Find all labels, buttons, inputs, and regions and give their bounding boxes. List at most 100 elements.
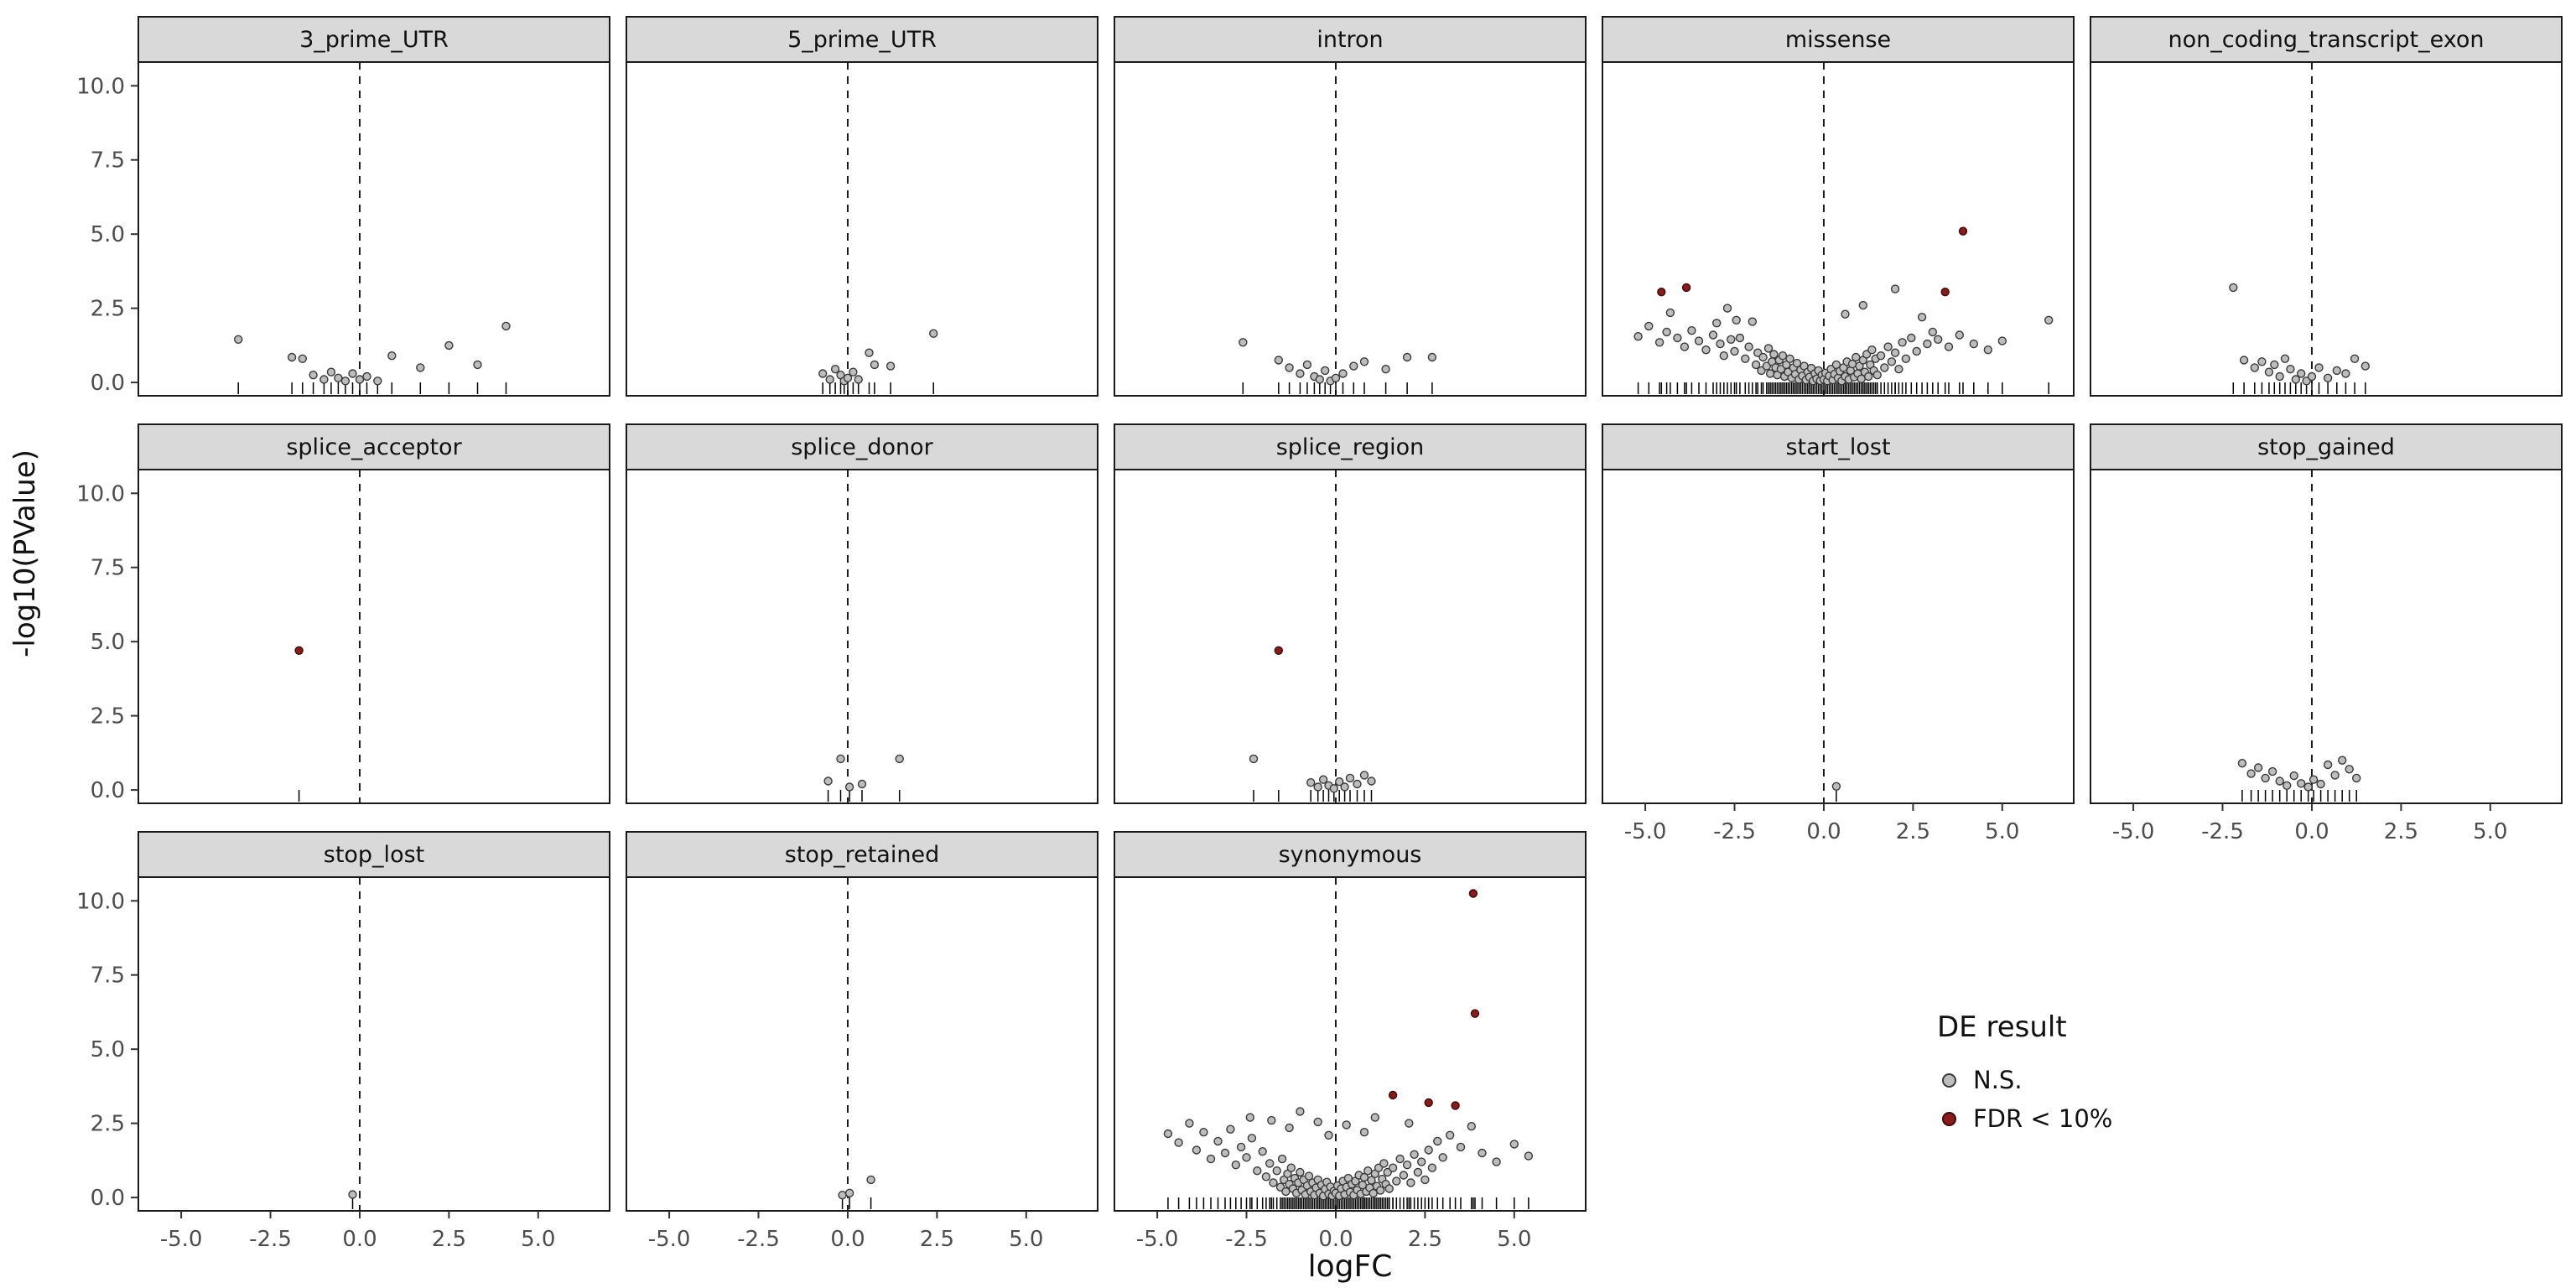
point-ns: [373, 377, 382, 386]
point-ns: [1997, 336, 2007, 345]
point-ns: [1416, 1157, 1426, 1166]
point-ns: [2261, 773, 2270, 783]
point-ns: [1883, 342, 1893, 351]
point-ns: [1719, 351, 1729, 361]
legend-title: DE result: [1937, 1010, 2067, 1044]
point-ns: [1272, 1166, 1281, 1176]
point-ns: [870, 360, 880, 370]
point-ns: [1213, 1136, 1223, 1146]
point-ns: [1261, 1172, 1271, 1182]
point-ns: [1701, 345, 1711, 355]
point-ns: [309, 371, 318, 380]
point-ns: [1302, 360, 1312, 370]
point-ns: [2296, 779, 2306, 788]
y-tick-label: 5.0: [91, 222, 125, 247]
point-ns: [2246, 769, 2256, 778]
point-ns: [1467, 1121, 1477, 1131]
facet-panel: [2090, 61, 2563, 397]
point-ns: [1841, 309, 1850, 319]
point-ns: [838, 1190, 847, 1200]
y-tick-label: 10.0: [76, 74, 125, 99]
point-sig: [1274, 646, 1284, 655]
point-ns: [1633, 332, 1643, 341]
point-ns: [1867, 345, 1877, 355]
facet-panel: [626, 469, 1098, 804]
point-ns: [1478, 1148, 1487, 1158]
point-ns: [1711, 319, 1722, 328]
point-ns: [1379, 1159, 1389, 1168]
point-ns: [823, 776, 833, 786]
point-ns: [287, 352, 297, 362]
point-ns: [1318, 775, 1328, 784]
point-ns: [1242, 1153, 1251, 1162]
facet-title: non_coding_transcript_exon: [2168, 27, 2485, 53]
point-ns: [2316, 779, 2325, 789]
point-ns: [1353, 779, 1362, 789]
point-ns: [1912, 346, 1921, 356]
point-ns: [1898, 338, 1907, 347]
point-ns: [1296, 1167, 1305, 1177]
point-sig: [1657, 288, 1666, 297]
facet-strip: [1114, 16, 1587, 63]
point-ns: [1370, 1113, 1380, 1122]
point-ns: [1831, 360, 1841, 370]
point-ns: [2350, 354, 2360, 363]
point-sig: [1388, 1090, 1398, 1100]
point-sig: [1681, 283, 1691, 293]
facet-strip: [138, 831, 610, 878]
point-ns: [1245, 1113, 1255, 1122]
point-ns: [1427, 1163, 1437, 1172]
point-sig: [294, 646, 304, 655]
point-ns: [2044, 315, 2054, 325]
point-ns: [2341, 369, 2350, 378]
facet-title: synonymous: [1279, 842, 1422, 868]
facet-title: splice_acceptor: [286, 434, 462, 460]
x-tick-label: -2.5: [1713, 819, 1756, 844]
point-ns: [1324, 1130, 1333, 1140]
point-ns: [319, 375, 329, 384]
facet-strip: [626, 831, 1098, 878]
point-ns: [1751, 360, 1761, 370]
x-tick-label: -5.0: [648, 1227, 691, 1252]
point-ns: [1313, 782, 1322, 792]
x-tick-label: 2.5: [2384, 819, 2418, 844]
point-ns: [818, 369, 828, 378]
facet-strip: [1114, 831, 1587, 878]
point-ns: [1778, 351, 1788, 361]
point-ns: [1174, 1138, 1183, 1147]
y-tick-label: 10.0: [76, 889, 125, 914]
x-tick-label: -5.0: [1624, 819, 1667, 844]
point-ns: [2257, 357, 2267, 366]
point-ns: [1267, 1115, 1276, 1125]
point-ns: [1392, 1176, 1401, 1186]
point-ns: [1306, 778, 1316, 787]
point-ns: [1955, 330, 1965, 340]
facet-title: 3_prime_UTR: [299, 27, 449, 53]
point-ns: [1185, 1119, 1194, 1128]
point-ns: [1381, 365, 1390, 374]
point-ns: [298, 354, 307, 363]
x-tick-label: -2.5: [1225, 1227, 1268, 1252]
point-ns: [1331, 373, 1341, 382]
point-ns: [2309, 775, 2319, 784]
ns-point-icon: [1942, 1072, 1956, 1088]
x-tick-label: -2.5: [737, 1227, 780, 1252]
point-ns: [1258, 1146, 1267, 1156]
point-ns: [1231, 1160, 1241, 1170]
point-ns: [1402, 1160, 1412, 1170]
point-ns: [2282, 781, 2292, 790]
y-tick-label: 7.5: [91, 556, 125, 581]
point-ns: [825, 375, 834, 384]
point-ns: [1785, 354, 1794, 363]
point-ns: [2323, 760, 2333, 770]
point-ns: [1858, 300, 1868, 310]
point-sig: [1468, 889, 1478, 898]
point-ns: [1206, 1154, 1216, 1164]
facet-panel: [1114, 61, 1587, 397]
point-ns: [1716, 339, 1725, 349]
point-ns: [2291, 375, 2301, 384]
y-tick-label: 0.0: [91, 1186, 125, 1211]
point-ns: [1917, 313, 1927, 322]
facet-panel: [1602, 61, 2075, 397]
